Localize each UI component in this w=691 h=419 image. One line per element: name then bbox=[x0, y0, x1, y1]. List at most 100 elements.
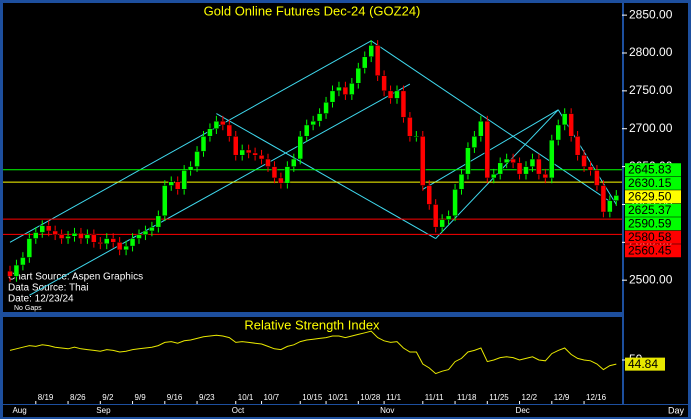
x-tick-label: 11/11 bbox=[425, 393, 444, 402]
candle-body bbox=[297, 136, 303, 160]
x-tick-label: 12/9 bbox=[554, 393, 570, 402]
candle-body bbox=[587, 166, 594, 171]
x-tick-label: 8/26 bbox=[70, 393, 86, 402]
candle-body bbox=[420, 136, 426, 186]
level-box bbox=[625, 176, 681, 190]
candle-body bbox=[426, 185, 432, 205]
candle-body bbox=[33, 232, 39, 239]
candle-body bbox=[549, 139, 555, 179]
candle-body bbox=[407, 117, 413, 137]
candle-body bbox=[471, 136, 478, 148]
candle-body bbox=[258, 154, 265, 160]
trendline bbox=[9, 40, 372, 243]
candle-body bbox=[129, 238, 136, 247]
candle-body bbox=[316, 113, 323, 122]
candle-body bbox=[13, 264, 20, 277]
candle-body bbox=[581, 154, 587, 167]
candle-body bbox=[200, 136, 207, 152]
candle-body bbox=[336, 86, 342, 92]
candle-body bbox=[239, 149, 245, 156]
candle-body bbox=[478, 120, 484, 137]
candle-body bbox=[529, 158, 536, 167]
candle-body bbox=[162, 185, 168, 217]
candle-body bbox=[349, 83, 355, 95]
trendline bbox=[370, 40, 611, 202]
x-unit: Day bbox=[668, 405, 685, 415]
candle-body bbox=[26, 238, 33, 258]
x-tick-label: 9/9 bbox=[135, 393, 147, 402]
rsi-value-box bbox=[625, 357, 665, 371]
x-tick-label: 11/25 bbox=[489, 393, 509, 402]
candle-body bbox=[452, 189, 458, 217]
rsi-value-label: 44.84 bbox=[628, 357, 658, 371]
candle-body bbox=[381, 75, 387, 92]
candle-body bbox=[136, 234, 142, 239]
candle-body bbox=[355, 67, 362, 84]
candle-body bbox=[329, 90, 336, 103]
candle-body bbox=[207, 128, 213, 137]
candle-body bbox=[523, 166, 529, 175]
trendline bbox=[435, 109, 559, 239]
x-tick-label: 11/18 bbox=[457, 393, 477, 402]
candle-body bbox=[181, 170, 187, 190]
candle-body bbox=[245, 149, 252, 154]
note: Data Source: Thai bbox=[8, 283, 88, 294]
candle-body bbox=[568, 113, 574, 137]
candle-body bbox=[7, 270, 13, 277]
note: Chart Source: Aspen Graphics bbox=[8, 272, 143, 283]
candle-body bbox=[413, 136, 420, 138]
y-tick-label: 2800.00 bbox=[629, 45, 673, 59]
level-box bbox=[625, 217, 681, 231]
candle-body bbox=[510, 158, 516, 164]
month-label: Nov bbox=[380, 406, 394, 415]
candle-body bbox=[491, 173, 497, 179]
candle-body bbox=[174, 181, 181, 190]
candle-body bbox=[400, 90, 407, 118]
level-label: 2630.15 bbox=[628, 176, 672, 190]
candle-body bbox=[368, 45, 374, 58]
candle-body bbox=[233, 136, 239, 156]
candle-body bbox=[194, 151, 200, 167]
level-label: 2645.83 bbox=[628, 162, 672, 176]
x-tick-label: 9/23 bbox=[199, 393, 215, 402]
candle-body bbox=[110, 238, 116, 243]
candle-body bbox=[432, 204, 439, 228]
candle-body bbox=[116, 242, 123, 251]
candle-body bbox=[387, 90, 394, 99]
level-box bbox=[625, 190, 681, 204]
x-tick-label: 10/7 bbox=[264, 393, 280, 402]
candle-body bbox=[607, 200, 613, 213]
candle-body bbox=[91, 234, 97, 243]
candle-body bbox=[465, 147, 471, 175]
candle-body bbox=[226, 124, 233, 137]
candle-body bbox=[362, 56, 368, 69]
candle-body bbox=[594, 170, 600, 186]
chart-title: Gold Online Futures Dec-24 (GOZ24) bbox=[204, 3, 421, 18]
level-label: 2580.58 bbox=[628, 230, 672, 244]
price-panel bbox=[3, 3, 622, 312]
candle-body bbox=[271, 166, 278, 179]
candle-body bbox=[123, 245, 129, 251]
candle-body bbox=[278, 177, 284, 184]
candle-body bbox=[555, 124, 561, 141]
candle-body bbox=[52, 230, 58, 236]
candle-body bbox=[503, 158, 510, 164]
y-tick-label: 2750.00 bbox=[629, 83, 673, 97]
rsi-line bbox=[9, 330, 617, 375]
candle-body bbox=[484, 120, 491, 179]
candle-body bbox=[574, 136, 581, 156]
candle-body bbox=[516, 162, 523, 175]
candle-body bbox=[104, 238, 110, 245]
x-tick-label: 9/2 bbox=[102, 393, 114, 402]
candle-body bbox=[252, 152, 258, 156]
x-tick-label: 10/1 bbox=[238, 393, 254, 402]
candle-body bbox=[39, 225, 45, 233]
candle-body bbox=[58, 234, 65, 239]
level-box bbox=[625, 163, 681, 177]
rsi-title: Relative Strength Index bbox=[244, 317, 380, 332]
candle-body bbox=[155, 215, 162, 228]
candle-body bbox=[265, 158, 271, 167]
candle-body bbox=[445, 215, 452, 220]
candle-body bbox=[497, 162, 503, 175]
